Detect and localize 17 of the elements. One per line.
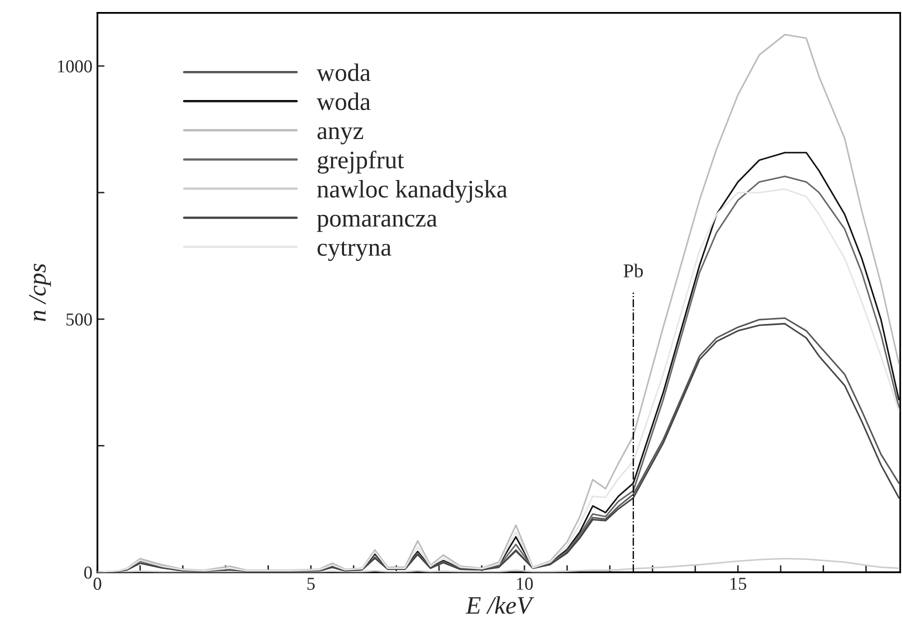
ref-line-label: Pb — [624, 264, 643, 278]
legend-label: grejpfrut — [318, 150, 404, 174]
x-tick-label: 10 — [516, 578, 533, 590]
legend-label: woda — [316, 63, 370, 82]
x-tick-label: 5 — [307, 578, 315, 590]
legend-label: pomarancza — [317, 214, 438, 232]
x-tick-label: 0 — [94, 578, 102, 590]
x-axis-title: E /keV — [466, 596, 534, 614]
legend-label: nawloc kanadyjska — [317, 180, 508, 203]
y-tick-label: 1000 — [58, 60, 92, 72]
legend-label: woda — [316, 92, 370, 110]
y-axis-title: n /cps — [29, 264, 51, 322]
legend-label: anyz — [318, 127, 364, 144]
legend-label: cytryna — [318, 242, 392, 261]
y-tick-label: 500 — [66, 313, 92, 326]
x-tick-label: 15 — [730, 578, 746, 590]
y-tick-label: 0 — [84, 566, 92, 579]
